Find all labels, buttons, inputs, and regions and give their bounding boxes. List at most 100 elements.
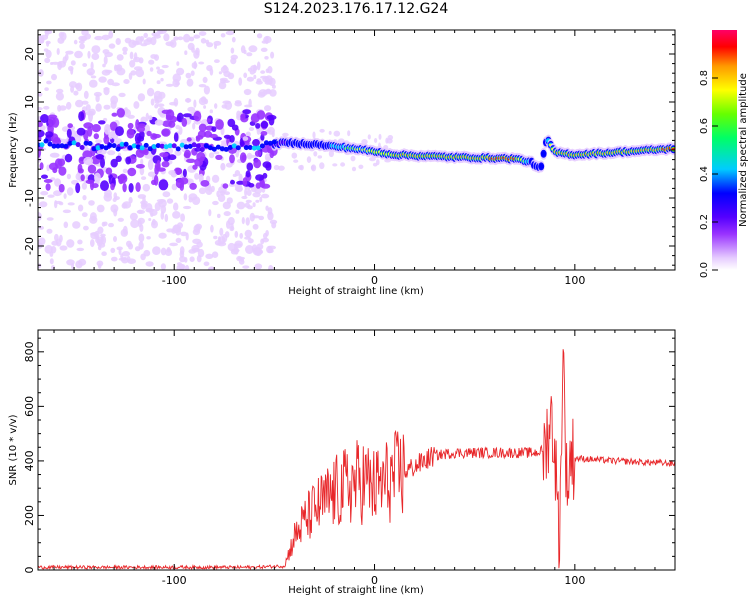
noise-blob	[358, 164, 364, 169]
noise-blob	[93, 133, 100, 140]
noise-blob	[222, 183, 229, 189]
noise-blob	[175, 81, 180, 86]
noise-blob	[260, 121, 269, 129]
ridge-core	[219, 146, 225, 152]
noise-blob	[79, 43, 85, 50]
noise-blob	[254, 247, 263, 257]
noise-blob	[176, 67, 185, 76]
noise-blob	[101, 235, 107, 245]
noise-blob	[38, 129, 45, 138]
ridge-core	[103, 145, 109, 151]
ridge-core	[215, 144, 221, 150]
ridge-core	[47, 141, 53, 147]
ridge-core	[203, 143, 209, 149]
noise-blob	[243, 88, 252, 96]
ridge-core	[235, 145, 241, 151]
noise-blob	[350, 155, 356, 162]
noise-blob	[259, 196, 263, 203]
noise-blob	[245, 199, 252, 203]
noise-blob	[73, 39, 78, 45]
noise-blob	[180, 231, 188, 237]
noise-blob	[245, 217, 250, 226]
noise-blob	[136, 135, 145, 142]
ridge-core	[171, 143, 177, 149]
noise-blob	[148, 59, 155, 65]
noise-blob	[97, 226, 104, 234]
noise-blob	[193, 99, 197, 108]
noise-blob	[191, 62, 198, 69]
noise-blob	[51, 61, 60, 65]
noise-blob	[215, 119, 224, 130]
noise-blob	[158, 232, 167, 239]
noise-blob	[146, 130, 152, 137]
noise-blob	[108, 30, 114, 39]
noise-blob	[143, 149, 149, 156]
noise-blob	[167, 154, 177, 161]
noise-blob	[236, 180, 245, 185]
noise-blob	[148, 115, 153, 121]
noise-blob	[332, 163, 338, 167]
noise-blob	[184, 98, 192, 103]
noise-blob	[218, 81, 227, 90]
noise-blob	[135, 68, 145, 78]
noise-blob	[209, 68, 214, 76]
noise-blob	[235, 185, 243, 193]
noise-blob	[200, 96, 207, 103]
noise-blob	[150, 98, 155, 106]
noise-blob	[223, 134, 231, 139]
noise-blob	[198, 123, 207, 132]
noise-blob	[146, 236, 151, 240]
chart-title: S124.2023.176.17.12.G24	[264, 1, 449, 17]
noise-blob	[191, 244, 200, 252]
noise-blob	[156, 66, 160, 70]
noise-blob	[74, 83, 81, 90]
noise-blob	[100, 233, 106, 237]
noise-blob	[186, 158, 196, 163]
noise-blob	[66, 187, 74, 196]
noise-blob	[143, 32, 148, 39]
noise-blob	[271, 221, 277, 229]
noise-blob	[136, 125, 145, 133]
noise-blob	[172, 211, 181, 219]
colorbar-tick-label: 0.0	[699, 262, 710, 278]
noise-blob	[70, 60, 76, 66]
noise-blob	[217, 194, 226, 202]
noise-blob	[125, 156, 132, 165]
noise-blob	[232, 173, 237, 177]
ridge-core	[538, 164, 544, 169]
ridge-core	[91, 146, 97, 152]
noise-blob	[115, 155, 122, 162]
ridge-core	[55, 143, 61, 149]
noise-blob	[230, 179, 235, 185]
snr-ytick-label: 400	[23, 450, 36, 471]
noise-blob	[260, 75, 269, 79]
colorbar: 0.0 0.2 0.4 0.6 0.8 Normalized spectral ampl…	[699, 30, 749, 278]
noise-blob	[234, 247, 239, 255]
noise-blob	[260, 238, 265, 245]
noise-blob	[278, 165, 285, 171]
noise-blob	[122, 51, 128, 55]
noise-blob	[101, 34, 111, 41]
noise-blob	[126, 128, 135, 139]
ridge-core	[167, 143, 173, 149]
noise-blob	[118, 92, 126, 98]
noise-blob	[248, 98, 252, 108]
noise-blob	[154, 119, 164, 126]
spectrogram-xtick-label: 0	[371, 274, 378, 287]
noise-blob	[80, 35, 88, 42]
noise-blob	[83, 90, 89, 99]
noise-blob	[128, 183, 134, 193]
noise-blob	[164, 248, 173, 256]
noise-blob	[147, 87, 155, 97]
noise-blob	[104, 123, 111, 135]
noise-blob	[81, 30, 89, 36]
noise-blob	[378, 133, 382, 140]
noise-blob	[63, 193, 67, 199]
noise-blob	[169, 39, 177, 48]
noise-blob	[110, 247, 116, 253]
noise-blob	[220, 33, 226, 38]
noise-blob	[66, 239, 75, 248]
spectrogram-heatmap	[38, 30, 675, 270]
